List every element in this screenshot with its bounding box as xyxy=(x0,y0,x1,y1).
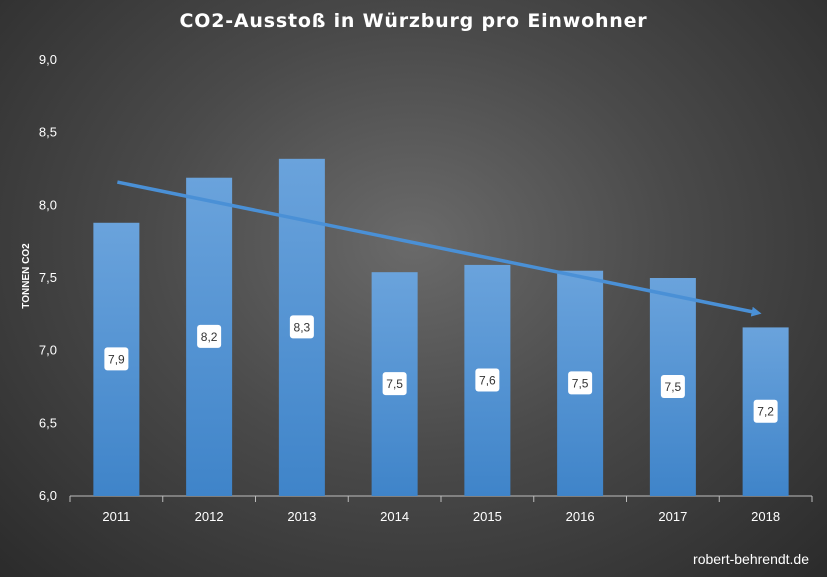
y-tick-label: 7,0 xyxy=(39,343,57,358)
bars xyxy=(93,158,789,497)
data-label-box xyxy=(197,324,222,348)
data-label-box xyxy=(382,372,407,396)
data-label: 8,2 xyxy=(197,324,222,348)
data-label-text: 7,9 xyxy=(108,352,125,366)
y-axis-label: TONNEN CO2 xyxy=(21,243,32,309)
y-tick-label: 7,5 xyxy=(39,270,57,285)
watermark: robert-behrendt.de xyxy=(693,551,809,567)
x-tick-label: 2014 xyxy=(380,509,409,524)
data-label-box xyxy=(660,375,685,398)
data-label-box xyxy=(753,399,778,423)
data-label-box xyxy=(104,347,129,371)
data-label: 7,9 xyxy=(104,347,129,371)
data-label: 7,5 xyxy=(660,375,685,398)
data-label-text: 7,5 xyxy=(572,376,589,390)
y-tick-label: 9,0 xyxy=(39,52,57,67)
chart-title: CO2-Ausstoß in Würzburg pro Einwohner xyxy=(179,10,648,32)
x-tick-label: 2017 xyxy=(658,509,687,524)
data-label-text: 7,6 xyxy=(479,373,496,387)
x-tick-label: 2013 xyxy=(287,509,316,524)
data-label-box xyxy=(475,368,500,392)
data-label-box xyxy=(568,371,593,395)
data-label-text: 8,2 xyxy=(201,330,218,344)
y-tick-label: 8,5 xyxy=(39,125,57,140)
data-label-text: 7,5 xyxy=(665,380,682,394)
y-tick-label: 8,0 xyxy=(39,197,57,212)
y-tick-label: 6,0 xyxy=(39,488,57,503)
x-tick-label: 2016 xyxy=(566,509,595,524)
y-axis: 6,0 6,5 7,0 7,5 8,0 8,5 9,0 xyxy=(39,52,57,503)
x-axis: 2011 2012 2013 2014 2015 2016 2017 2018 xyxy=(69,495,813,524)
data-label-text: 7,5 xyxy=(386,377,403,391)
trend-arrow-line xyxy=(117,180,762,317)
data-label: 7,2 xyxy=(753,399,778,423)
x-tick-label: 2018 xyxy=(751,509,780,524)
y-tick-label: 6,5 xyxy=(39,415,57,430)
data-label: 8,3 xyxy=(289,315,314,339)
data-label-text: 7,2 xyxy=(757,405,774,419)
x-tick-label: 2012 xyxy=(195,509,224,524)
data-labels: 7,9 8,2 8,3 7,5 7,6 7,5 7,5 7,2 xyxy=(104,315,778,423)
data-label-text: 8,3 xyxy=(294,320,311,334)
data-label: 7,5 xyxy=(382,372,407,396)
data-label-box xyxy=(289,315,314,339)
data-label: 7,5 xyxy=(568,371,593,395)
x-tick-label: 2011 xyxy=(102,509,130,524)
x-tick-label: 2015 xyxy=(473,509,502,524)
trend-arrow xyxy=(117,180,762,317)
data-label: 7,6 xyxy=(475,368,500,392)
